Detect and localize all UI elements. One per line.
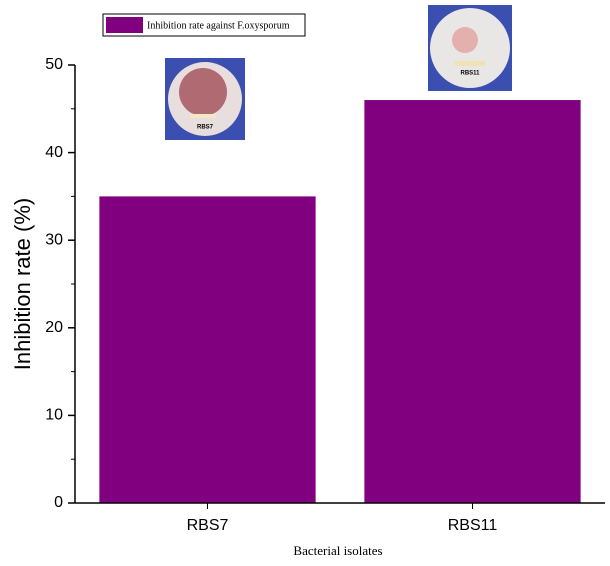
photo-label: RBS7 [197, 125, 214, 131]
y-tick-label: 10 [45, 407, 63, 424]
y-tick-label: 20 [45, 319, 63, 336]
x-axis-label: Bacterial isolates [293, 543, 382, 558]
photo-label: RBS11 [460, 71, 480, 77]
y-tick-label: 30 [45, 231, 63, 248]
bar [364, 100, 580, 503]
photo: RBS7 [165, 58, 245, 140]
bar [99, 196, 315, 503]
legend: Inhibition rate against F.oxysporum [103, 14, 305, 36]
legend-label: Inhibition rate against F.oxysporum [147, 20, 290, 31]
photo: RBS11 [428, 5, 512, 91]
x-tick-label: RBS11 [448, 517, 498, 534]
chart: Inhibition rate against F.oxysporum Inhi… [0, 0, 610, 566]
y-tick-label: 40 [45, 144, 63, 161]
legend-swatch [106, 17, 143, 33]
y-axis-label: Inhibition rate (%) [10, 198, 35, 370]
x-tick-label: RBS7 [187, 517, 229, 534]
y-tick-label: 50 [45, 56, 63, 73]
y-tick-label: 0 [54, 494, 63, 511]
